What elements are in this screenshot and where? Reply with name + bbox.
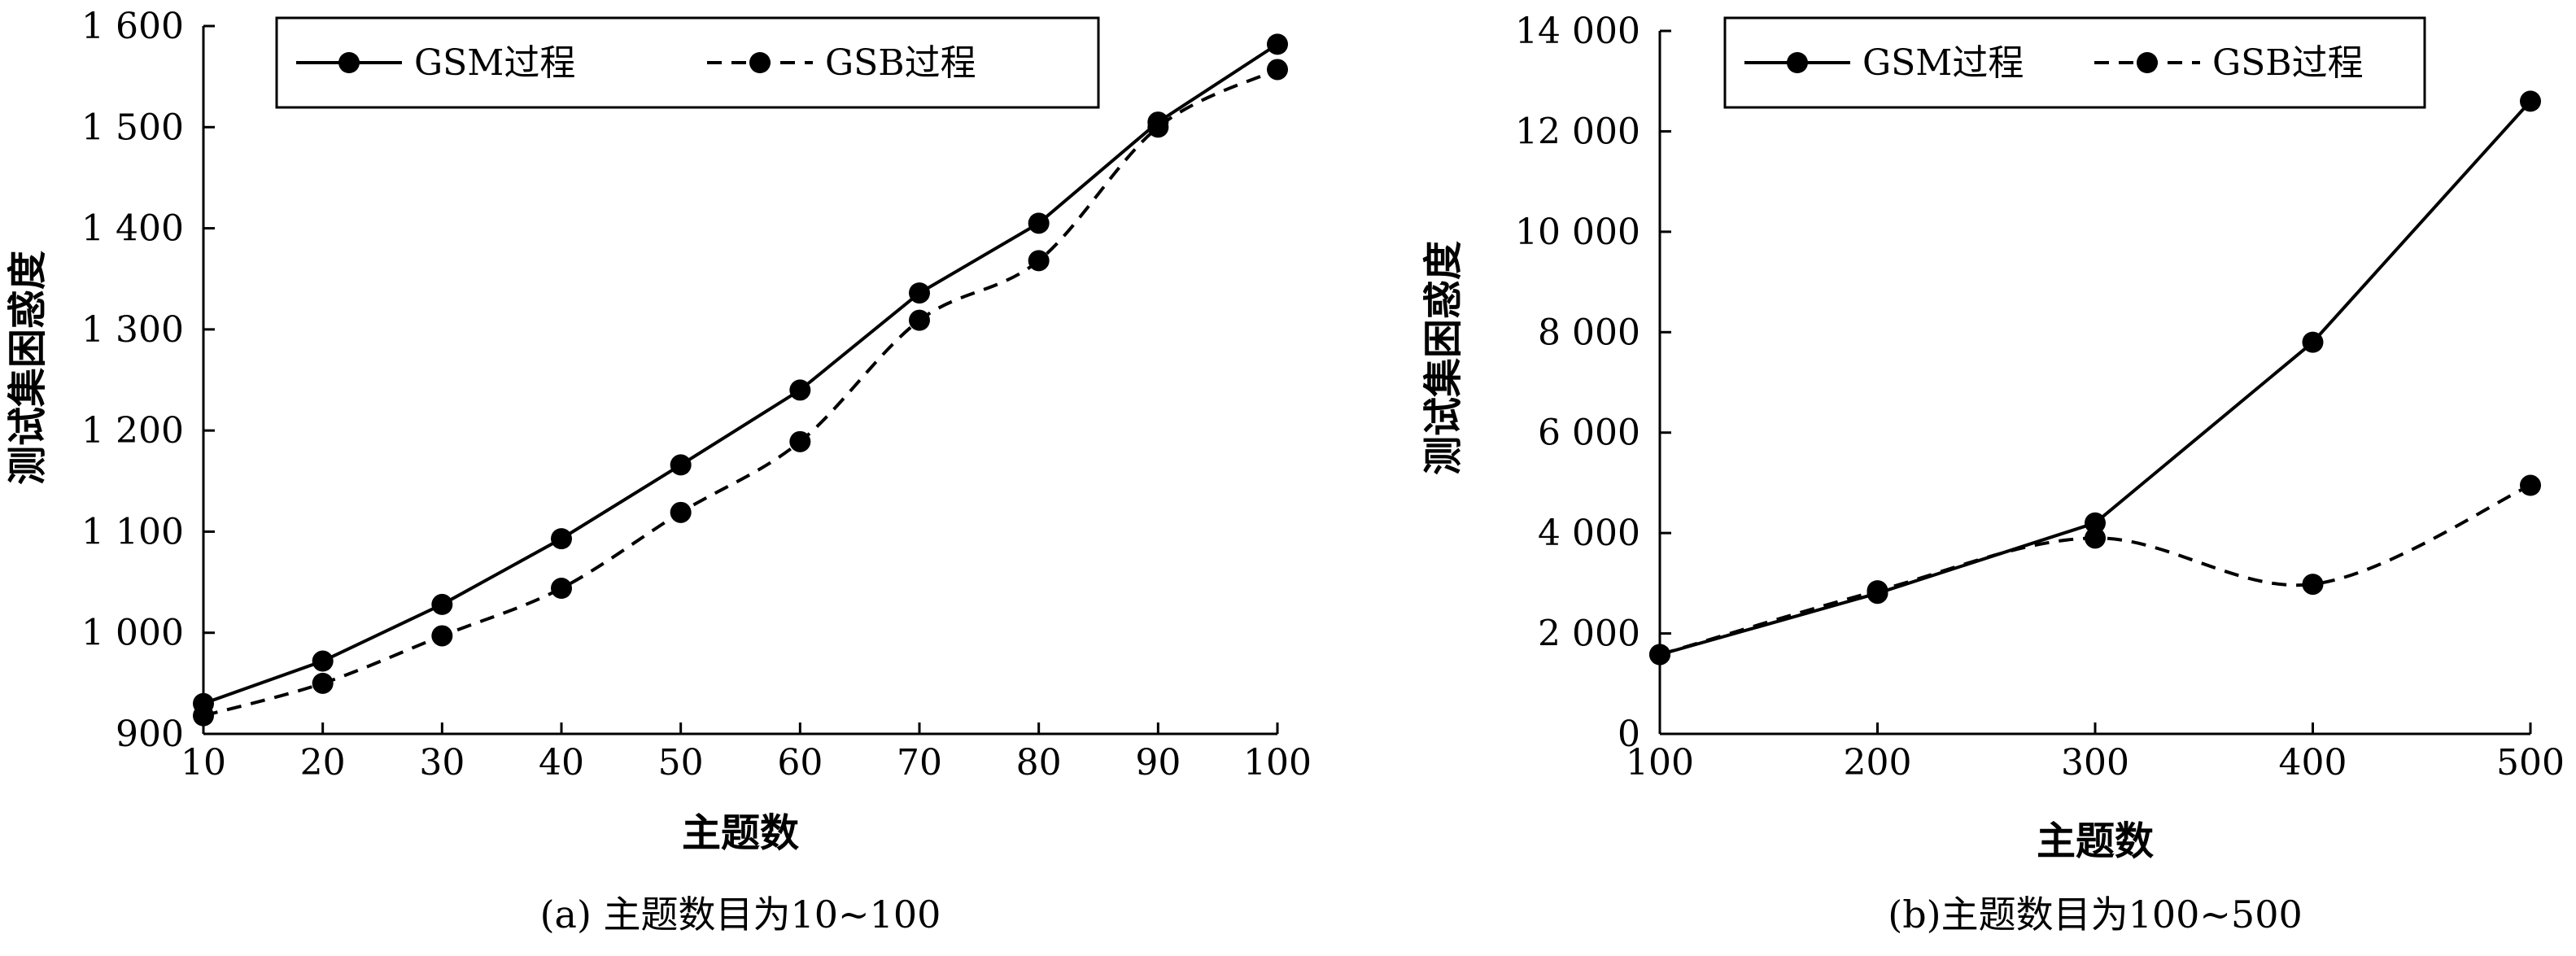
- x-tick-label: 100: [1243, 742, 1312, 784]
- chart-caption: (b)主题数目为100~500: [1888, 893, 2302, 936]
- legend-label-gsm: GSM过程: [414, 42, 575, 84]
- y-tick-label: 6 000: [1538, 413, 1640, 454]
- x-tick-label: 60: [777, 742, 823, 784]
- x-tick-label: 30: [419, 742, 465, 784]
- data-point-gsb: [2085, 527, 2106, 549]
- y-tick-label: 1 600: [81, 6, 184, 47]
- data-point-gsm: [431, 593, 453, 615]
- legend-label-gsb: GSB过程: [825, 42, 976, 84]
- data-point-gsb: [551, 578, 572, 600]
- data-point-gsb: [1867, 580, 1888, 602]
- x-tick-label: 200: [1844, 742, 1912, 784]
- chart-caption: (a) 主题数目为10~100: [540, 893, 941, 936]
- data-point-gsb: [312, 672, 334, 694]
- data-point-gsm: [2520, 90, 2541, 112]
- x-tick-label: 50: [658, 742, 704, 784]
- data-point-gsm: [312, 650, 334, 672]
- series-line-gsm: [203, 42, 1279, 705]
- legend: GSM过程 GSB过程: [1723, 16, 2426, 109]
- y-tick-label: 10 000: [1515, 212, 1640, 253]
- data-point-gsb: [1267, 59, 1288, 81]
- data-point-gsm: [1028, 212, 1050, 234]
- x-tick-label: 500: [2496, 742, 2565, 784]
- data-point-gsm: [1267, 33, 1288, 55]
- y-axis-title: 测试集困惑度: [5, 251, 50, 485]
- data-point-gsm: [789, 379, 811, 401]
- y-tick-label: 1 100: [81, 511, 184, 552]
- x-tick-label: 40: [539, 742, 584, 784]
- data-point-gsb: [1028, 250, 1050, 272]
- data-point-gsm: [2302, 331, 2324, 353]
- series-line-gsb: [203, 68, 1278, 718]
- data-point-gsm: [551, 528, 572, 550]
- data-point-gsm: [670, 454, 692, 476]
- y-tick-label: 1 000: [81, 613, 184, 654]
- legend-box: [275, 16, 1100, 109]
- y-tick-label: 1 300: [81, 309, 184, 351]
- data-point-gsb: [670, 501, 692, 523]
- x-axis-title: 主题数: [2037, 818, 2154, 864]
- x-tick-label: 80: [1016, 742, 1062, 784]
- y-tick-label: 1 200: [81, 410, 184, 452]
- x-tick-label: 400: [2279, 742, 2347, 784]
- y-axis-title: 测试集困惑度: [1421, 241, 1466, 475]
- legend-marker-gsm: [1787, 52, 1808, 73]
- data-point-gsb: [909, 309, 930, 331]
- series-line-gsb: [1659, 483, 2531, 657]
- legend: GSM过程 GSB过程: [275, 16, 1100, 109]
- legend-label-gsm: GSM过程: [1862, 42, 2024, 84]
- y-tick-label: 8 000: [1538, 312, 1640, 353]
- data-point-gsb: [2302, 574, 2324, 596]
- data-point-gsb: [193, 705, 214, 727]
- y-tick-label: 1 400: [81, 208, 184, 250]
- data-point-gsb: [1649, 644, 1670, 666]
- y-tick-label: 2 000: [1538, 613, 1640, 655]
- x-axis-title: 主题数: [682, 810, 799, 856]
- data-point-gsb: [789, 430, 811, 452]
- data-point-gsb: [431, 625, 453, 647]
- data-point-gsm: [909, 282, 930, 304]
- y-tick-label: 4 000: [1538, 513, 1640, 554]
- x-tick-label: 90: [1135, 742, 1181, 784]
- x-tick-label: 10: [181, 742, 226, 784]
- data-point-gsb: [2520, 474, 2541, 496]
- data-point-gsb: [1147, 116, 1169, 138]
- x-tick-label: 300: [2061, 742, 2129, 784]
- y-tick-label: 0: [1618, 714, 1640, 755]
- legend-marker-gsb: [2137, 52, 2158, 73]
- legend-marker-gsb: [749, 52, 771, 73]
- x-tick-label: 20: [300, 742, 346, 784]
- y-tick-label: 14 000: [1515, 11, 1640, 52]
- chart-panel-b: 0 2 000 4 000 6 000 8 000 10 000 12 000 14 000 1…: [1421, 11, 2565, 936]
- x-tick-label: 100: [1626, 742, 1694, 784]
- legend-marker-gsm: [338, 52, 360, 73]
- y-tick-label: 12 000: [1515, 111, 1640, 152]
- y-tick-label: 1 500: [81, 107, 184, 148]
- y-tick-label: 900: [116, 714, 184, 755]
- series-line-gsm: [1659, 100, 2532, 657]
- x-tick-label: 70: [897, 742, 942, 784]
- legend-label-gsb: GSB过程: [2212, 42, 2364, 84]
- data-point-gsm: [2085, 512, 2106, 534]
- chart-panel-a: 900 1 000 1 100 1 200 1 300 1 400 1 500 1 600 10…: [5, 6, 1312, 936]
